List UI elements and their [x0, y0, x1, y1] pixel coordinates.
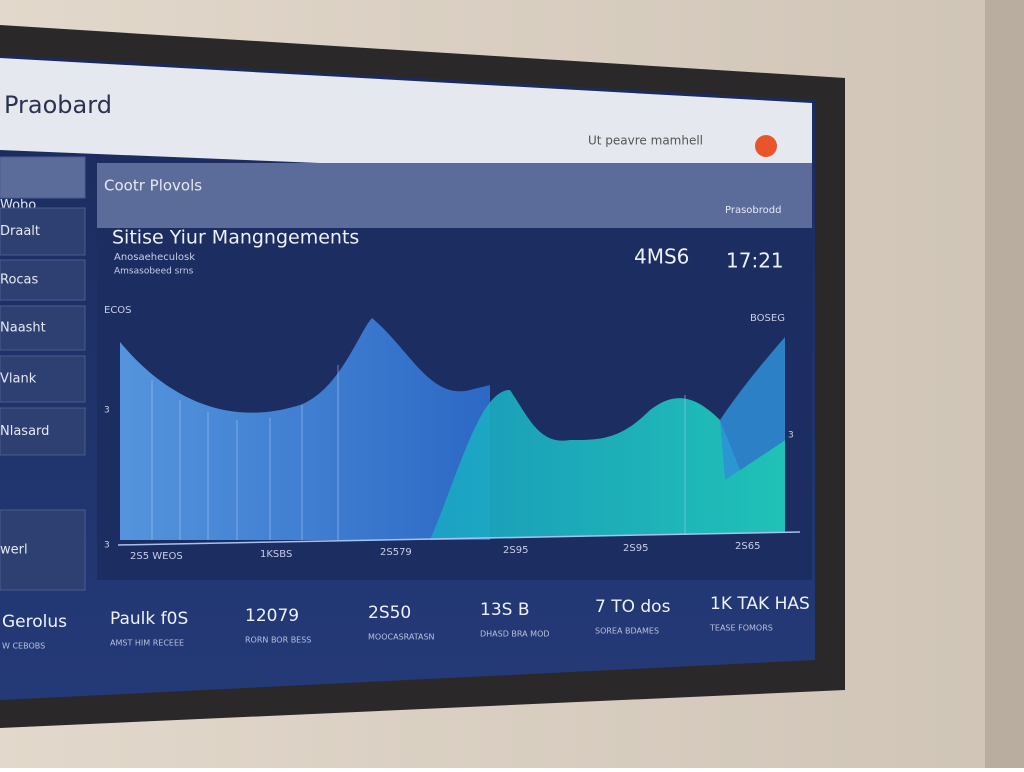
y-label: 3: [104, 541, 110, 551]
header-title: Praobard: [4, 91, 112, 119]
door-frame: [985, 0, 1024, 768]
sidebar-label[interactable]: Vlank: [0, 372, 37, 387]
footer-value: Paulk f0S: [110, 609, 188, 629]
area-shape: [120, 318, 490, 540]
right-label: 3: [788, 431, 794, 441]
area-shape: [430, 390, 785, 540]
chart-lines: [151, 365, 686, 540]
footer: Gerolus W CEBOBS Paulk f0S AMST HIM RECEEE 1…: [2, 594, 810, 651]
panel-action[interactable]: Prasobrodd: [725, 205, 781, 216]
panel-title: Cootr Plovols: [104, 177, 202, 195]
sidebar-label[interactable]: Naasht: [0, 321, 46, 336]
sidebar-item[interactable]: [0, 259, 86, 301]
footer-label: RORN BOR BESS: [245, 636, 311, 645]
notification-button[interactable]: [755, 135, 777, 157]
footer-value: 13S B: [480, 600, 530, 620]
footer-value: 7 TO dos: [595, 597, 671, 617]
footer-label: DHASD BRA MOD: [480, 630, 550, 639]
sidebar-label[interactable]: Nlasard: [0, 424, 49, 439]
area-shape: [720, 337, 785, 480]
y-label: ECOS: [104, 305, 132, 316]
sidebar-item[interactable]: [0, 207, 86, 256]
y-label: 3: [104, 406, 110, 416]
x-label: 2S95: [503, 545, 528, 556]
right-label: BOSEG: [750, 313, 785, 324]
x-label: 1KSBS: [260, 549, 292, 560]
sidebar-item[interactable]: [0, 509, 86, 591]
footer-value: Gerolus: [2, 612, 67, 632]
x-axis: [117, 531, 801, 546]
footer-label: MOOCASRATASN: [368, 633, 435, 642]
footer-label: AMST HIM RECEEE: [110, 639, 184, 648]
stat: 17:21: [726, 249, 784, 273]
footer-label: SOREA BDAMES: [595, 627, 659, 636]
sidebar-label[interactable]: Draalt: [0, 224, 40, 239]
panel-header: [97, 163, 812, 228]
sidebar-item[interactable]: [0, 305, 86, 351]
header-bar: [0, 58, 812, 183]
footer-value: 2S50: [368, 603, 411, 623]
sidebar-label[interactable]: werl: [0, 543, 28, 558]
sidebar-item[interactable]: [0, 355, 86, 403]
footer-value: 1K TAK HAS: [710, 594, 810, 614]
sidebar-item[interactable]: [0, 407, 86, 456]
x-label: 2S65: [735, 541, 760, 552]
footer-value: 12079: [245, 606, 299, 626]
x-labels: 2S5 WEOS 1KSBS 2S579 2S95 2S95 2S65: [130, 541, 760, 562]
footer-label: TEASE FOMORS: [709, 624, 773, 633]
sidebar-item[interactable]: [0, 156, 86, 199]
chart-subtitle: Anosaeheculosk: [114, 252, 195, 263]
header-status: Ut peavre mamhell: [588, 134, 703, 148]
chart-caption: Amsasobeed srns: [114, 267, 194, 277]
x-label: 2S95: [623, 543, 648, 554]
chart-title: Sitise Yiur Mangngements: [112, 227, 359, 249]
stat: 4MS6: [634, 245, 689, 269]
x-label: 2S579: [380, 547, 412, 558]
x-label: 2S5 WEOS: [130, 551, 183, 562]
sidebar-label[interactable]: Rocas: [0, 273, 39, 288]
footer-label: W CEBOBS: [2, 642, 45, 651]
